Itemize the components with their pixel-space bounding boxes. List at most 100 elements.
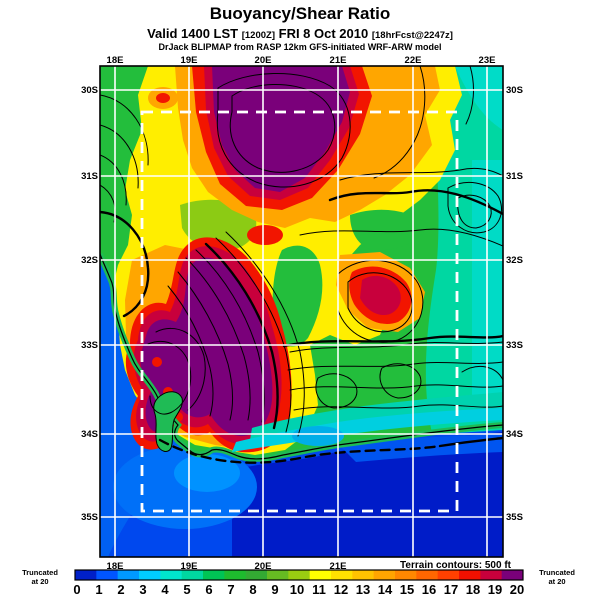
colorbar-segment bbox=[288, 570, 311, 580]
axis-label-right: 30S bbox=[506, 85, 523, 96]
colorbar-segment bbox=[224, 570, 247, 580]
terrain-contour-lines bbox=[100, 66, 503, 464]
axis-label-left: 32S bbox=[81, 255, 98, 266]
colorbar-tick: 14 bbox=[378, 582, 393, 597]
colorbar-segment bbox=[416, 570, 439, 580]
axis-label-right: 33S bbox=[506, 340, 523, 351]
valid-zulu: [1200Z] bbox=[241, 30, 275, 41]
axis-label-top: 20E bbox=[255, 55, 272, 66]
truncated-note-left: Truncated at 20 bbox=[22, 568, 58, 586]
colorbar-tick: 17 bbox=[444, 582, 458, 597]
latitude-labels-left: 30S 31S 32S 33S 34S 35S bbox=[81, 85, 98, 523]
longitude-labels-top: 18E 19E 20E 21E 22E 23E bbox=[107, 55, 496, 66]
colorbar-tick: 3 bbox=[139, 582, 146, 597]
colorbar-segment bbox=[309, 570, 332, 580]
domain-box bbox=[140, 110, 459, 513]
colorbar-tick: 16 bbox=[422, 582, 436, 597]
red-spot bbox=[156, 93, 170, 103]
axis-label-bottom: 21E bbox=[330, 561, 347, 572]
colorbar-tick: 4 bbox=[161, 582, 169, 597]
valid-date: FRI 8 Oct 2010 bbox=[278, 26, 369, 41]
axis-label-bottom: 18E bbox=[107, 561, 124, 572]
colorbar-segment bbox=[117, 570, 140, 580]
colorbar-tick: 10 bbox=[290, 582, 304, 597]
colorbar-tick-labels: 0 1 2 3 4 5 6 7 8 9 10 11 12 13 14 15 16 17 18 19 20 bbox=[73, 582, 524, 597]
axis-label-right: 31S bbox=[506, 171, 523, 182]
axis-label-left: 30S bbox=[81, 85, 98, 96]
ocean-patch bbox=[340, 434, 503, 462]
colorbar-tick: 5 bbox=[183, 582, 190, 597]
axis-label-right: 34S bbox=[506, 429, 523, 440]
crimson-region bbox=[360, 275, 401, 316]
colorbar-tick: 18 bbox=[466, 582, 480, 597]
truncated-text: at 20 bbox=[31, 577, 48, 586]
red-speckle bbox=[152, 357, 162, 367]
colorbar-segment bbox=[160, 570, 183, 580]
axis-label-left: 33S bbox=[81, 340, 98, 351]
longitude-labels-bottom: 18E 19E 20E 21E bbox=[107, 561, 347, 572]
valid-fcst: [18hrFcst@2247z] bbox=[371, 30, 453, 41]
colorbar-tick: 11 bbox=[312, 582, 326, 597]
colorbar-tick: 7 bbox=[227, 582, 234, 597]
colorbar-segment bbox=[267, 570, 289, 580]
truncated-note-right: Truncated at 20 bbox=[539, 568, 575, 586]
colorbar-segment bbox=[352, 570, 375, 580]
colorbar-segment bbox=[501, 570, 524, 580]
axis-label-bottom: 19E bbox=[181, 561, 198, 572]
axis-label-top: 21E bbox=[330, 55, 347, 66]
grid-lines bbox=[100, 66, 503, 557]
axis-label-left: 35S bbox=[81, 512, 98, 523]
axis-label-top: 23E bbox=[479, 55, 496, 66]
yellow-green-patch bbox=[180, 199, 257, 251]
colorbar-segment bbox=[331, 570, 353, 580]
colorbar-tick: 6 bbox=[205, 582, 212, 597]
terrain-contours-note: Terrain contours: 500 ft bbox=[400, 560, 512, 571]
axis-label-right: 35S bbox=[506, 512, 523, 523]
cape-peninsula bbox=[153, 391, 183, 452]
axis-label-top: 19E bbox=[181, 55, 198, 66]
map-frame bbox=[99, 65, 504, 558]
colorbar-tick: 1 bbox=[95, 582, 102, 597]
red-spot bbox=[247, 225, 283, 245]
colorbar-segment bbox=[75, 570, 97, 580]
axis-label-right: 32S bbox=[506, 255, 523, 266]
filled-contour-field bbox=[100, 66, 503, 557]
colorbar-tick: 2 bbox=[117, 582, 124, 597]
colorbar-segment bbox=[96, 570, 119, 580]
colorbar-tick: 13 bbox=[356, 582, 370, 597]
axis-label-top: 22E bbox=[405, 55, 422, 66]
valid-prefix: Valid 1400 LST bbox=[147, 26, 239, 41]
truncated-text: at 20 bbox=[548, 577, 565, 586]
model-source-line: DrJack BLIPMAP from RASP 12km GFS-initia… bbox=[158, 42, 442, 52]
axis-label-left: 34S bbox=[81, 429, 98, 440]
colorbar-tick: 0 bbox=[73, 582, 80, 597]
coastal-blue-patch bbox=[292, 426, 344, 446]
colorbar-border bbox=[74, 569, 524, 581]
axis-label-top: 18E bbox=[107, 55, 124, 66]
colorbar-segment bbox=[437, 570, 460, 580]
cyan-region bbox=[455, 66, 503, 130]
colorbar-segment bbox=[395, 570, 417, 580]
colorbar-segment bbox=[459, 570, 481, 580]
truncated-text: Truncated bbox=[539, 568, 575, 577]
truncated-text: Truncated bbox=[22, 568, 58, 577]
axis-label-left: 31S bbox=[81, 171, 98, 182]
colorbar-tick: 8 bbox=[249, 582, 256, 597]
colorbar-segment bbox=[139, 570, 161, 580]
colorbar-tick: 9 bbox=[271, 582, 278, 597]
colorbar-segment bbox=[181, 570, 204, 580]
colorbar bbox=[75, 570, 524, 580]
green-valley bbox=[272, 245, 323, 347]
colorbar-tick: 19 bbox=[488, 582, 502, 597]
colorbar-segment bbox=[373, 570, 396, 580]
colorbar-segment bbox=[203, 570, 225, 580]
colorbar-tick: 12 bbox=[334, 582, 348, 597]
ocean-patch bbox=[174, 454, 240, 492]
ocean-deep bbox=[232, 432, 503, 557]
colorbar-tick: 20 bbox=[510, 582, 524, 597]
valid-time-line: Valid 1400 LST [1200Z] FRI 8 Oct 2010 [1… bbox=[0, 26, 600, 41]
latitude-labels-right: 30S 31S 32S 33S 34S 35S bbox=[506, 85, 523, 523]
axis-label-bottom: 20E bbox=[255, 561, 272, 572]
